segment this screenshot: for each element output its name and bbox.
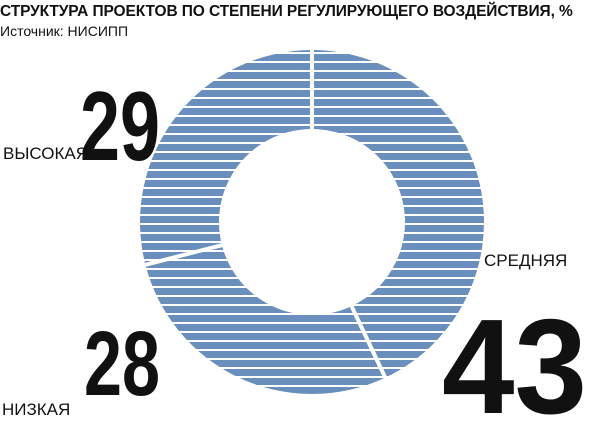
slice-medium (312, 50, 485, 378)
chart-title: СТРУКТУРА ПРОЕКТОВ ПО СТЕПЕНИ РЕГУЛИРУЮЩ… (0, 3, 573, 20)
source-note: Источник: НИСИПП (0, 23, 129, 39)
slice-high (140, 50, 312, 265)
donut-slices (140, 48, 485, 394)
value-label-low: 28 (84, 313, 160, 415)
slice-separator (142, 242, 225, 268)
value-label-medium: 43 (442, 291, 587, 430)
slice-label-high: ВЫСОКАЯ (3, 144, 88, 163)
slice-separator (348, 303, 388, 381)
slice-low (145, 245, 386, 394)
slice-label-low: НИЗКАЯ (2, 400, 70, 419)
slice-label-medium: СРЕДНЯЯ (484, 251, 567, 270)
value-label-high: 29 (80, 71, 160, 181)
